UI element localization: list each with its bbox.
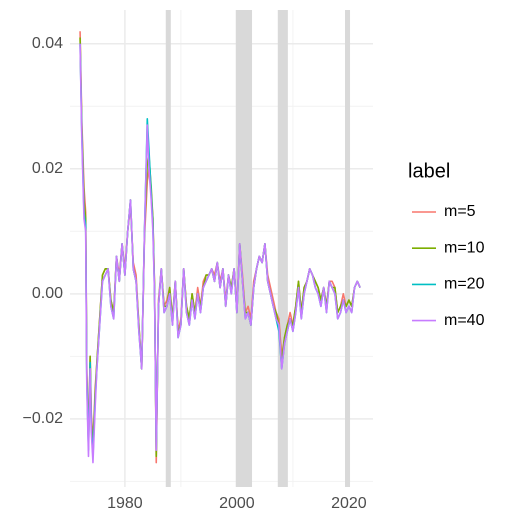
shaded-region: [344, 10, 351, 487]
shaded-region: [165, 10, 171, 487]
y-tick-label: 0.00: [32, 285, 63, 302]
y-tick-label: 0.04: [32, 35, 63, 52]
x-tick-label: 2000: [219, 495, 255, 512]
legend: label m=5 m=10 m=20 m=40: [408, 160, 485, 329]
legend-label: m=40: [444, 312, 485, 329]
legend-label: m=10: [444, 239, 485, 256]
y-tick-label: −0.02: [23, 410, 64, 427]
series-line: [79, 43, 361, 464]
y-tick-label: 0.02: [32, 160, 63, 177]
shaded-region: [235, 10, 253, 487]
x-tick-label: 1980: [107, 495, 143, 512]
shaded-region: [277, 10, 288, 487]
legend-title: label: [408, 160, 450, 182]
x-tick-label: 2020: [331, 495, 367, 512]
legend-label: m=20: [444, 276, 485, 293]
legend-label: m=5: [444, 203, 476, 220]
